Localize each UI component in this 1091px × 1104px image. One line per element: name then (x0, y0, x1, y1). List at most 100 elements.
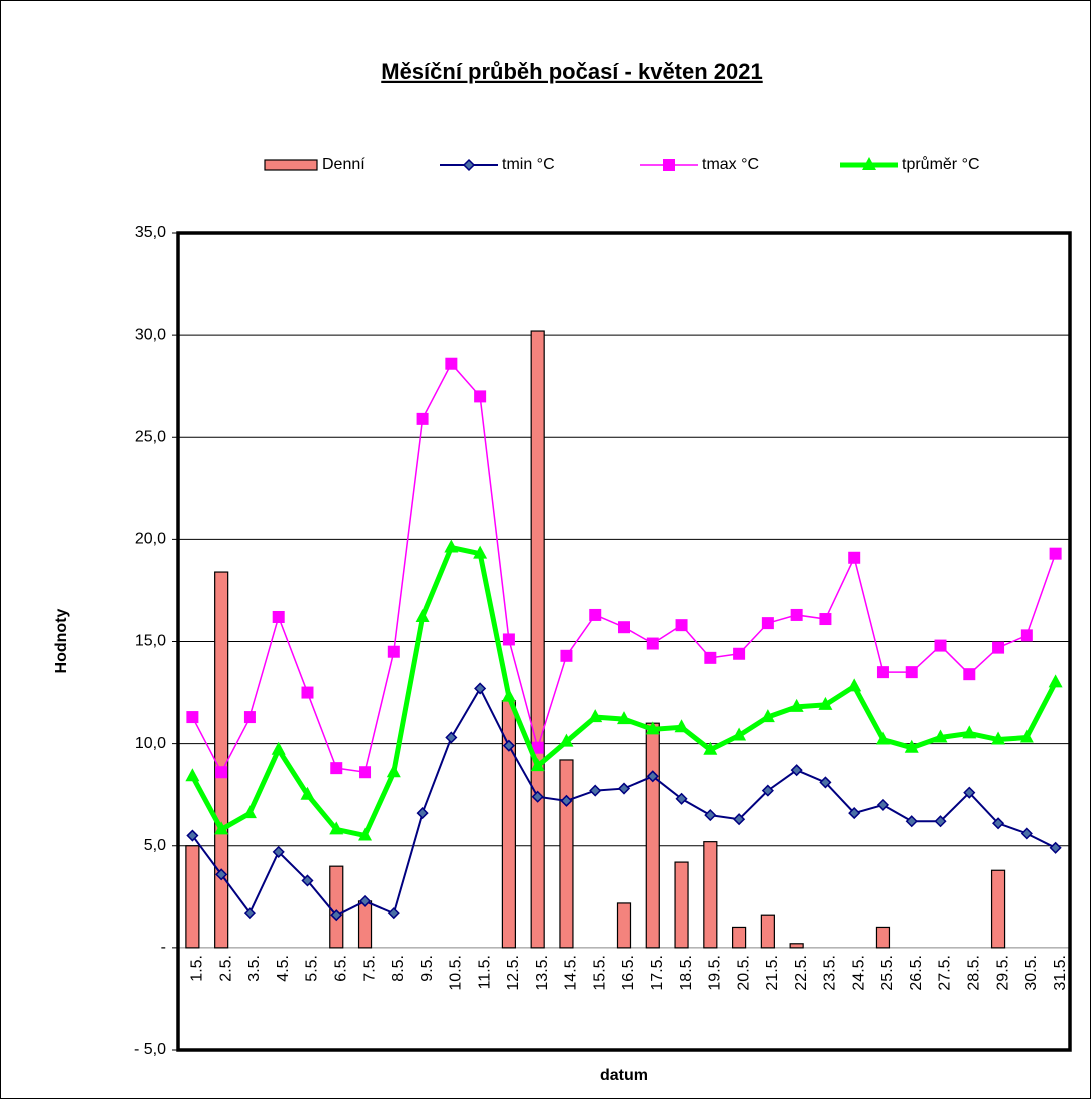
point (875, 731, 890, 745)
x-tick-label: 25.5. (879, 955, 896, 991)
point (933, 729, 948, 743)
point (185, 768, 200, 782)
point (588, 709, 603, 723)
point (1048, 674, 1063, 688)
point (387, 907, 400, 920)
x-tick-label: 16.5. (620, 955, 637, 991)
point (1049, 841, 1062, 854)
x-tick-label: 14.5. (563, 955, 580, 991)
point (272, 610, 285, 623)
y-tick-label: 20,0 (135, 531, 166, 548)
point (186, 829, 199, 842)
x-tick-label: 19.5. (707, 955, 724, 991)
point (387, 645, 400, 658)
point (645, 721, 660, 735)
bar (789, 943, 804, 949)
y-axis-title: Hodnoty (53, 608, 70, 673)
point (301, 874, 314, 887)
point (733, 813, 746, 826)
point (243, 907, 256, 920)
x-tick-label: 11.5. (476, 955, 493, 989)
x-tick-label: 26.5. (908, 955, 925, 991)
point (904, 739, 919, 753)
y-tick-label: 30,0 (135, 326, 166, 343)
point (215, 766, 228, 779)
bar (875, 926, 891, 949)
point (703, 741, 718, 755)
x-tick-label: 6.5. (332, 955, 349, 982)
y-tick-label: 35,0 (135, 224, 166, 241)
point (445, 731, 458, 744)
point (359, 766, 372, 779)
point (214, 821, 229, 835)
point (675, 792, 688, 805)
x-tick-label: 4.5. (275, 955, 292, 982)
x-tick-label: 3.5. (246, 955, 263, 982)
point (415, 608, 430, 622)
point (1020, 827, 1033, 840)
bar (357, 900, 373, 949)
point (1019, 729, 1034, 743)
point (300, 786, 315, 800)
point (589, 608, 602, 621)
x-axis-title: datum (600, 1067, 648, 1084)
point (416, 807, 429, 820)
point (358, 894, 372, 907)
point (675, 619, 688, 632)
x-tick-label: 17.5. (649, 955, 666, 991)
x-tick-label: 5.5. (304, 955, 321, 982)
x-tick-label: 10.5. (448, 955, 465, 991)
point (848, 551, 861, 564)
legend-swatch (264, 159, 318, 171)
point (905, 666, 918, 679)
legend-label: tmin °C (502, 156, 555, 173)
y-tick-label: - 5,0 (134, 1041, 166, 1058)
series (186, 682, 1062, 922)
point (617, 711, 631, 725)
point (530, 758, 545, 772)
x-tick-label: 2.5. (217, 955, 234, 982)
point (876, 798, 890, 811)
point (963, 786, 976, 799)
plot-area-border (176, 231, 1072, 1052)
point (186, 711, 199, 724)
point (732, 727, 747, 741)
x-tick-label: 31.5. (1052, 955, 1069, 991)
point (386, 764, 401, 778)
point (445, 357, 458, 370)
bar (703, 841, 718, 949)
point (531, 741, 544, 754)
point (934, 815, 947, 828)
bar (329, 865, 344, 949)
point (674, 719, 689, 733)
point (444, 539, 459, 553)
point (330, 909, 343, 922)
y-tick-label: 15,0 (135, 633, 166, 650)
point (1020, 629, 1033, 642)
bar (559, 759, 574, 949)
x-tick-label: 18.5. (678, 955, 695, 991)
point (358, 827, 373, 841)
point (704, 809, 717, 822)
point (761, 784, 774, 797)
point (876, 666, 889, 679)
x-tick-label: 1.5. (189, 955, 206, 982)
x-tick-label: 20.5. (735, 955, 752, 991)
y-tick-label: - (161, 939, 166, 956)
point (818, 696, 833, 710)
point (963, 668, 976, 681)
y-tick-label: 25,0 (135, 428, 166, 445)
x-tick-label: 27.5. (937, 955, 954, 991)
point (474, 390, 487, 403)
x-tick-label: 28.5. (966, 955, 983, 991)
point (272, 845, 285, 858)
point (329, 821, 344, 835)
point (416, 412, 429, 425)
bar (674, 861, 689, 949)
point (559, 733, 574, 747)
point (760, 709, 775, 723)
x-tick-label: 29.5. (994, 955, 1011, 991)
point (474, 682, 487, 695)
point (819, 613, 832, 626)
